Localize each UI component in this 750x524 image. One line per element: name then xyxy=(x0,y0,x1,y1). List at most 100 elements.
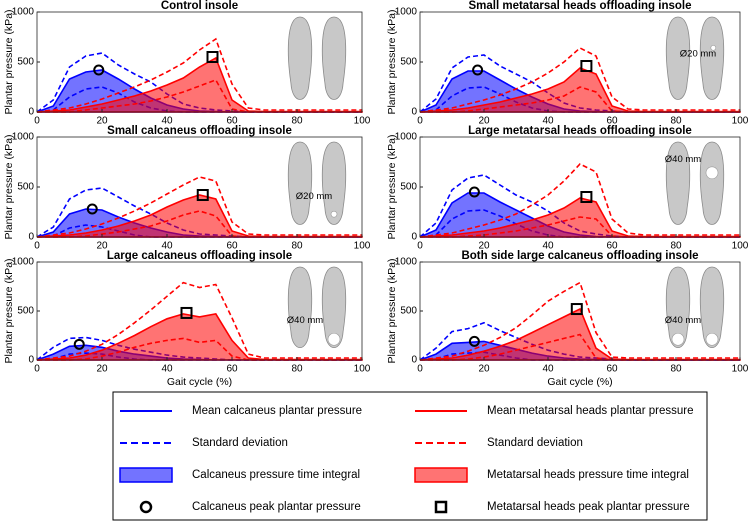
x-tick-label: 40 xyxy=(542,364,554,375)
legend-label: Metatarsal heads peak plantar pressure xyxy=(487,501,690,513)
x-tick-label: 40 xyxy=(542,116,554,127)
x-axis-label: Gait cycle (%) xyxy=(547,376,612,388)
chart-title: Both side large calcaneus offloading ins… xyxy=(461,250,698,262)
legend-label: Mean metatarsal heads plantar pressure xyxy=(487,405,693,417)
sd-line xyxy=(36,281,362,361)
x-tick-label: 100 xyxy=(354,241,371,252)
x-tick-label: 60 xyxy=(606,116,618,127)
x-tick-label: 0 xyxy=(34,116,40,127)
sd-line xyxy=(419,163,740,238)
x-tick-label: 0 xyxy=(34,241,40,252)
insole-image xyxy=(321,141,347,225)
x-tick-label: 100 xyxy=(732,116,749,127)
y-tick-label: 500 xyxy=(400,306,417,317)
x-tick-label: 80 xyxy=(670,116,682,127)
legend-swatch xyxy=(119,467,173,483)
metatarsal-peak xyxy=(206,51,219,63)
annotation: Ø20 mm xyxy=(680,48,717,59)
mean-area xyxy=(36,56,363,113)
calcaneus-peak xyxy=(472,64,484,76)
sd-line xyxy=(419,47,740,113)
chart-title: Control insole xyxy=(161,0,238,12)
chart-title: Large calcaneus offloading insole xyxy=(107,250,292,262)
y-tick-label: 500 xyxy=(17,182,34,193)
insole-image xyxy=(699,16,725,100)
chart-title: Large metatarsal heads offloading insole xyxy=(468,125,692,137)
x-tick-label: 80 xyxy=(291,116,303,127)
insole-image xyxy=(699,141,725,225)
y-tick-label: 0 xyxy=(28,107,34,118)
x-tick-label: 100 xyxy=(732,241,749,252)
annotation: Ø20 mm xyxy=(296,191,333,202)
y-tick-label: 1000 xyxy=(12,7,35,18)
x-tick-label: 40 xyxy=(542,241,554,252)
x-tick-label: 0 xyxy=(34,364,40,375)
insole-image xyxy=(321,16,347,100)
offload-hole xyxy=(327,332,341,346)
y-tick-label: 0 xyxy=(411,107,417,118)
legend-label: Calcaneus pressure time integral xyxy=(192,469,360,481)
offload-hole xyxy=(671,332,685,346)
sd-line xyxy=(36,37,362,113)
x-tick-label: 40 xyxy=(161,116,173,127)
annotation: Ø40 mm xyxy=(287,315,324,326)
y-tick-label: 0 xyxy=(411,355,417,366)
annotation: Ø40 mm xyxy=(665,154,702,165)
x-tick-label: 20 xyxy=(96,364,108,375)
x-tick-label: 60 xyxy=(226,241,238,252)
y-tick-label: 1000 xyxy=(395,7,418,18)
legend-box xyxy=(112,391,708,521)
y-tick-label: 1000 xyxy=(12,257,35,268)
x-tick-label: 20 xyxy=(96,241,108,252)
y-tick-label: 500 xyxy=(17,57,34,68)
metatarsal-peak xyxy=(196,189,209,201)
offload-hole xyxy=(705,332,719,346)
x-tick-label: 80 xyxy=(670,241,682,252)
legend-label: Standard deviation xyxy=(487,437,583,449)
insole-image xyxy=(321,266,347,349)
y-tick-label: 0 xyxy=(28,355,34,366)
x-tick-label: 100 xyxy=(354,364,371,375)
y-tick-label: 500 xyxy=(400,57,417,68)
x-tick-label: 0 xyxy=(417,364,423,375)
insole-image xyxy=(287,16,313,100)
offload-hole xyxy=(330,210,338,218)
y-tick-label: 1000 xyxy=(395,132,418,143)
calcaneus-peak xyxy=(93,64,105,76)
y-axis-label: Plantar pressure (kPa) xyxy=(3,258,15,363)
insole-image xyxy=(287,141,313,225)
y-axis-label: Plantar pressure (kPa) xyxy=(3,9,15,114)
x-tick-label: 20 xyxy=(478,364,490,375)
x-tick-label: 0 xyxy=(417,116,423,127)
legend-label: Metatarsal heads pressure time integral xyxy=(487,469,689,481)
y-axis-label: Plantar pressure (kPa) xyxy=(386,134,398,239)
metatarsal-peak xyxy=(570,303,583,316)
legend-label: Standard deviation xyxy=(192,437,288,449)
x-axis-label: Gait cycle (%) xyxy=(167,376,232,388)
sd-line xyxy=(420,86,740,113)
chart-title: Small calcaneus offloading insole xyxy=(107,125,292,137)
insole-image xyxy=(665,266,691,349)
calcaneus-peak xyxy=(86,203,98,215)
metatarsal-peak xyxy=(580,60,593,72)
x-tick-label: 20 xyxy=(478,241,490,252)
x-tick-label: 60 xyxy=(226,364,238,375)
x-tick-label: 20 xyxy=(96,116,108,127)
y-axis-label: Plantar pressure (kPa) xyxy=(386,258,398,363)
mean-area xyxy=(36,194,363,238)
offload-hole xyxy=(705,166,719,180)
x-tick-label: 0 xyxy=(417,241,423,252)
sd-line xyxy=(419,281,740,361)
y-tick-label: 1000 xyxy=(12,132,35,143)
insole-image xyxy=(287,266,313,349)
x-tick-label: 100 xyxy=(354,116,371,127)
x-tick-label: 100 xyxy=(732,364,749,375)
calcaneus-peak xyxy=(73,338,85,350)
y-axis-label: Plantar pressure (kPa) xyxy=(386,9,398,114)
offload-hole xyxy=(710,44,717,51)
y-tick-label: 500 xyxy=(400,182,417,193)
insole-image xyxy=(665,141,691,225)
calcaneus-peak xyxy=(468,335,480,347)
x-tick-label: 80 xyxy=(670,364,682,375)
